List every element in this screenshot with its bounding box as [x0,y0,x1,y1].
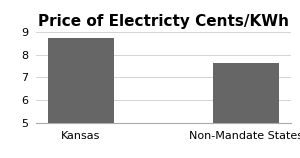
Bar [213,63,279,158]
Title: Price of Electricty Cents/KWh: Price of Electricty Cents/KWh [38,14,289,29]
Bar [48,39,114,158]
